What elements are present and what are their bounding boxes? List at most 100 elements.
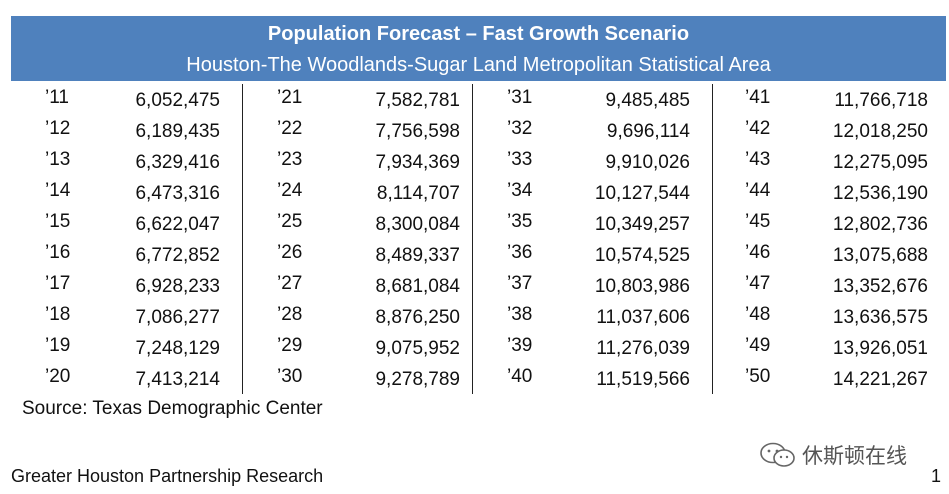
population-table: ’11 6,052,475 ’12 6,189,435 ’13 6,329,416 ’14 6… [11, 84, 946, 394]
population-cell: 10,349,257 [594, 214, 690, 235]
population-cell: 7,756,598 [375, 121, 460, 142]
table-row: ’25 8,300,084 [243, 208, 472, 239]
table-row: ’18 7,086,277 [11, 301, 242, 332]
population-cell: 9,485,485 [605, 90, 690, 111]
year-cell: ’47 [745, 273, 771, 294]
year-cell: ’41 [745, 87, 771, 108]
table-row: ’28 8,876,250 [243, 301, 472, 332]
table-row: ’48 13,636,575 [713, 301, 946, 332]
table-row: ’43 12,275,095 [713, 146, 946, 177]
table-row: ’44 12,536,190 [713, 177, 946, 208]
table-row: ’17 6,928,233 [11, 270, 242, 301]
year-cell: ’20 [45, 366, 71, 387]
year-cell: ’19 [45, 335, 71, 356]
year-cell: ’40 [507, 366, 533, 387]
year-cell: ’29 [277, 335, 303, 356]
population-cell: 12,536,190 [832, 183, 928, 204]
population-cell: 8,489,337 [375, 245, 460, 266]
table-row: ’50 14,221,267 [713, 363, 946, 394]
year-cell: ’31 [507, 87, 533, 108]
year-cell: ’25 [277, 211, 303, 232]
population-cell: 11,037,606 [596, 307, 690, 328]
year-cell: ’22 [277, 118, 303, 139]
table-row: ’49 13,926,051 [713, 332, 946, 363]
population-cell: 14,221,267 [832, 369, 928, 390]
table-row: ’31 9,485,485 [473, 84, 712, 115]
year-cell: ’27 [277, 273, 303, 294]
table-row: ’29 9,075,952 [243, 332, 472, 363]
watermark: 休斯顿在线 [758, 440, 907, 470]
table-column: ’31 9,485,485 ’32 9,696,114 ’33 9,910,026 ’34 1… [473, 84, 713, 394]
table-row: ’34 10,127,544 [473, 177, 712, 208]
year-cell: ’30 [277, 366, 303, 387]
population-cell: 8,876,250 [375, 307, 460, 328]
table-row: ’41 11,766,718 [713, 84, 946, 115]
population-cell: 8,681,084 [375, 276, 460, 297]
year-cell: ’11 [45, 87, 69, 108]
year-cell: ’18 [45, 304, 71, 325]
year-cell: ’13 [45, 149, 71, 170]
population-cell: 7,248,129 [135, 338, 220, 359]
year-cell: ’46 [745, 242, 771, 263]
table-row: ’35 10,349,257 [473, 208, 712, 239]
table-row: ’12 6,189,435 [11, 115, 242, 146]
year-cell: ’42 [745, 118, 771, 139]
table-row: ’11 6,052,475 [11, 84, 242, 115]
population-cell: 6,928,233 [135, 276, 220, 297]
table-row: ’37 10,803,986 [473, 270, 712, 301]
year-cell: ’34 [507, 180, 533, 201]
year-cell: ’38 [507, 304, 533, 325]
table-row: ’39 11,276,039 [473, 332, 712, 363]
population-cell: 11,766,718 [834, 90, 928, 111]
population-cell: 13,075,688 [832, 245, 928, 266]
population-cell: 9,278,789 [375, 369, 460, 390]
table-row: ’21 7,582,781 [243, 84, 472, 115]
year-cell: ’24 [277, 180, 303, 201]
year-cell: ’15 [45, 211, 71, 232]
table-row: ’16 6,772,852 [11, 239, 242, 270]
year-cell: ’28 [277, 304, 303, 325]
table-row: ’45 12,802,736 [713, 208, 946, 239]
year-cell: ’33 [507, 149, 533, 170]
year-cell: ’26 [277, 242, 303, 263]
table-row: ’38 11,037,606 [473, 301, 712, 332]
year-cell: ’21 [277, 87, 303, 108]
table-row: ’19 7,248,129 [11, 332, 242, 363]
table-column: ’41 11,766,718’42 12,018,250’43 12,275,095’… [713, 84, 946, 394]
year-cell: ’49 [745, 335, 771, 356]
page-number: 1 [930, 466, 941, 486]
year-cell: ’43 [745, 149, 771, 170]
table-row: ’33 9,910,026 [473, 146, 712, 177]
population-cell: 10,574,525 [594, 245, 690, 266]
table-row: ’27 8,681,084 [243, 270, 472, 301]
population-cell: 8,114,707 [376, 183, 460, 204]
year-cell: ’12 [45, 118, 71, 139]
population-cell: 11,519,566 [596, 369, 690, 390]
population-cell: 10,803,986 [594, 276, 690, 297]
population-cell: 8,300,084 [375, 214, 460, 235]
watermark-text: 休斯顿在线 [802, 444, 907, 468]
table-row: ’23 7,934,369 [243, 146, 472, 177]
population-cell: 9,075,952 [375, 338, 460, 359]
table-row: ’24 8,114,707 [243, 177, 472, 208]
table-row: ’13 6,329,416 [11, 146, 242, 177]
table-row: ’30 9,278,789 [243, 363, 472, 394]
population-cell: 6,329,416 [135, 152, 220, 173]
year-cell: ’14 [45, 180, 71, 201]
year-cell: ’37 [507, 273, 533, 294]
year-cell: ’35 [507, 211, 533, 232]
population-cell: 7,934,369 [375, 152, 460, 173]
population-cell: 10,127,544 [594, 183, 690, 204]
table-row: ’42 12,018,250 [713, 115, 946, 146]
table-row: ’40 11,519,566 [473, 363, 712, 394]
table-column: ’21 7,582,781 ’22 7,756,598 ’23 7,934,369 ’24 8… [243, 84, 473, 394]
table-header: Population Forecast – Fast Growth Scenar… [11, 16, 946, 81]
year-cell: ’45 [745, 211, 771, 232]
year-cell: ’16 [45, 242, 71, 263]
year-cell: ’48 [745, 304, 771, 325]
source-note: Source: Texas Demographic Center [22, 398, 323, 419]
population-cell: 13,926,051 [832, 338, 928, 359]
footer-org: Greater Houston Partnership Research [11, 466, 324, 486]
page-subtitle: Houston-The Woodlands-Sugar Land Metropo… [186, 54, 771, 76]
year-cell: ’23 [277, 149, 303, 170]
